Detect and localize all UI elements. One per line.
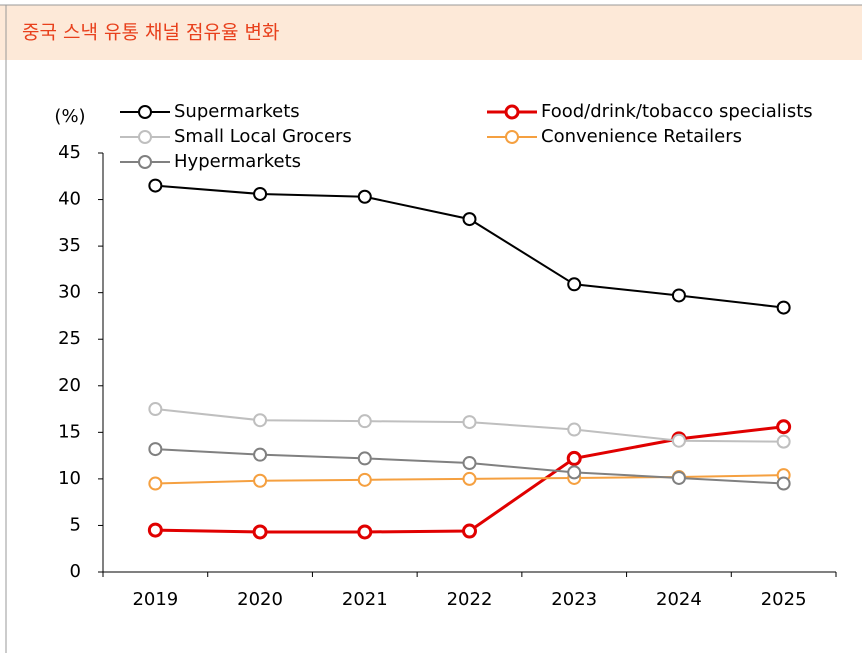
point [147, 522, 163, 538]
legend-marker [504, 104, 520, 120]
point [148, 476, 163, 491]
point [776, 300, 791, 315]
point [462, 212, 477, 227]
y-tick-label: 15 [58, 421, 81, 442]
legend-label: Hypermarkets [174, 151, 301, 172]
point [776, 434, 791, 449]
point [148, 178, 163, 193]
series-line [155, 184, 784, 309]
point [566, 450, 582, 466]
y-tick-label: 10 [58, 468, 81, 489]
legend-label: Small Local Grocers [174, 126, 352, 147]
point [253, 186, 268, 201]
point [253, 473, 268, 488]
legend-label: Supermarkets [174, 101, 300, 122]
point [671, 433, 686, 448]
x-tick-label: 2024 [656, 589, 702, 610]
point [462, 471, 477, 486]
x-tick-label: 2019 [132, 589, 178, 610]
point [671, 470, 686, 485]
header-band [0, 5, 862, 60]
legend-marker [505, 130, 519, 144]
point [567, 465, 582, 480]
chart-title: 중국 스낵 유통 채널 점유율 변화 [22, 22, 279, 44]
point [567, 277, 582, 292]
x-tick-label: 2020 [237, 589, 283, 610]
point [252, 524, 268, 540]
point [357, 414, 372, 429]
y-tick-label: 20 [58, 375, 81, 396]
point [357, 524, 373, 540]
legend-marker [138, 105, 152, 119]
x-tick-label: 2023 [551, 589, 597, 610]
point [776, 476, 791, 491]
legend-marker [138, 155, 152, 169]
point [776, 419, 792, 435]
legend-marker [138, 130, 152, 144]
point [567, 422, 582, 437]
point [357, 451, 372, 466]
point [253, 413, 268, 428]
point [462, 523, 477, 539]
y-tick-label: 40 [58, 189, 81, 210]
point [357, 189, 372, 204]
legend-label: Convenience Retailers [541, 126, 742, 147]
point [462, 415, 477, 430]
point [148, 442, 163, 457]
y-tick-label: 25 [58, 328, 81, 349]
y-tick-label: 35 [58, 235, 81, 256]
y-tick-label: 45 [58, 142, 81, 163]
point [148, 402, 163, 417]
x-tick-label: 2021 [342, 589, 388, 610]
point [253, 447, 268, 462]
point [357, 472, 372, 487]
point [462, 456, 477, 471]
point [671, 288, 686, 303]
x-tick-label: 2025 [761, 589, 807, 610]
legend-label: Food/drink/tobacco specialists [541, 101, 813, 122]
y-axis-label: (%) [54, 106, 85, 127]
y-tick-label: 5 [70, 514, 81, 535]
x-tick-label: 2022 [447, 589, 493, 610]
y-tick-label: 0 [70, 561, 81, 582]
y-tick-label: 30 [58, 282, 81, 303]
